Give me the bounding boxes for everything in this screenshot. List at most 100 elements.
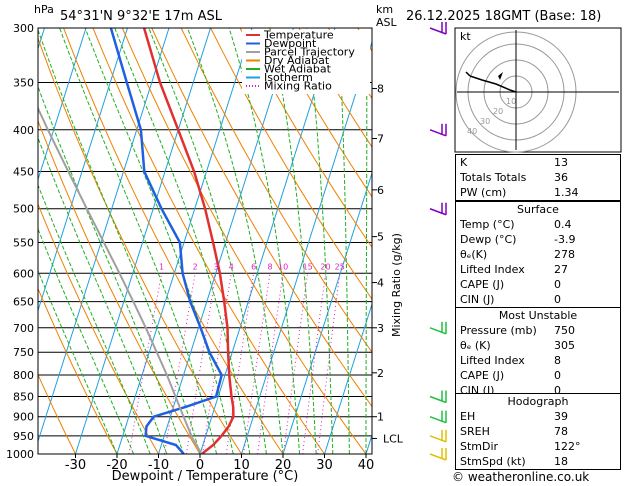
legend-entry-label: Temperature <box>263 29 334 42</box>
pressure-tick-label: 900 <box>13 411 34 424</box>
copyright-footer: © weatheronline.co.uk <box>452 470 590 484</box>
mu-row: CAPE (J) 0 <box>460 369 561 382</box>
plot-frame <box>37 27 373 455</box>
surface-row: Lifted Index 27 <box>460 263 568 276</box>
mu-row: Pressure (mb) 750 <box>460 324 575 337</box>
dry-adiabat-line <box>269 28 372 198</box>
mixing-ratio-label: 3 <box>213 262 218 271</box>
pressure-tick-label: 700 <box>13 322 34 335</box>
hodo-row: StmSpd (kt) 18 <box>460 455 568 468</box>
hodograph-ring-label: 40 <box>467 127 477 136</box>
x-axis-label: Dewpoint / Temperature (°C) <box>112 469 299 484</box>
wind-barb-shaft <box>429 416 447 424</box>
hodograph-trace <box>469 75 517 93</box>
wet-adiabat-line <box>38 183 151 454</box>
wet-adiabat-line <box>38 136 168 454</box>
index-row-k: K 13 <box>460 156 568 169</box>
isotherm-line <box>241 40 372 454</box>
x-tick-label: -10 <box>148 458 169 473</box>
hodograph-unit-label: kt <box>460 30 471 43</box>
dry-adiabat-line <box>210 28 372 300</box>
legend-entry-label: Dewpoint <box>264 37 317 50</box>
hodograph-ring-label: 20 <box>493 107 503 116</box>
dry-adiabat-line <box>92 28 325 454</box>
mixing-ratio-line <box>302 273 326 454</box>
km-tick-label: 5 <box>377 231 384 244</box>
km-tick-label: 4 <box>377 277 384 290</box>
temperature-series-line <box>142 28 235 454</box>
hpa-label: hPa <box>34 3 54 16</box>
km-label: km <box>376 3 393 16</box>
hodograph-ring-label: 30 <box>480 117 490 126</box>
parcel-trajectory-series-line <box>38 106 203 454</box>
isotherm-line <box>75 28 211 454</box>
legend-entry-label: Parcel Trajectory <box>264 46 355 59</box>
wet-adiabat-line <box>38 85 184 454</box>
hodograph-ring-label: 10 <box>506 97 516 106</box>
surface-title: Surface <box>517 203 559 216</box>
isotherm-line <box>0 28 3 454</box>
surface-row: Dewp (°C) -3.9 <box>460 233 576 246</box>
mixing-ratio-label: 2 <box>193 262 198 271</box>
mixing-ratio-line <box>163 273 196 454</box>
wet-adiabat-line <box>38 28 201 454</box>
mixing-ratio-label: 8 <box>267 262 272 271</box>
wet-adiabat-line <box>306 28 334 454</box>
indices-table: K 13 Totals Totals 36 PW (cm) 1.34 <box>455 154 621 201</box>
isotherm-line <box>38 28 170 444</box>
wind-barb-shaft <box>429 208 447 216</box>
wet-adiabat-line <box>365 28 368 454</box>
wind-barb-shaft <box>429 435 447 443</box>
hodograph-table: Hodograph EH 39 SREH 78 StmDir 122° StmSpd … <box>455 393 621 470</box>
wet-adiabat-line <box>269 28 317 454</box>
x-tick-label: 10 <box>233 458 250 473</box>
location-title: 54°31'N 9°32'E 17m ASL <box>60 9 223 24</box>
dry-adiabat-line <box>38 373 76 454</box>
storm-motion-arrow <box>498 72 503 80</box>
legend-entry-label: Isotherm <box>264 71 313 84</box>
pressure-tick-label: 1000 <box>6 448 34 461</box>
hodo-row: StmDir 122° <box>460 440 581 453</box>
mixing-ratio-line <box>185 273 217 454</box>
mixing-ratio-line <box>202 273 232 454</box>
pressure-tick-label: 550 <box>13 236 34 249</box>
km-tick-label: 7 <box>377 133 384 146</box>
dry-adiabat-line <box>38 287 118 454</box>
most-unstable-title: Most Unstable <box>498 309 578 322</box>
legend-entry-label: Mixing Ratio <box>264 80 332 93</box>
hodo-row: EH 39 <box>460 410 568 423</box>
mixing-ratio-label: 15 <box>302 262 312 271</box>
mixing-ratio-axis-label: Mixing Ratio (g/kg) <box>390 233 403 337</box>
index-row-totals: Totals Totals 36 <box>460 171 568 184</box>
x-tick-label: 20 <box>275 458 292 473</box>
isotherm-line <box>282 171 372 454</box>
x-tick-label: -30 <box>65 458 86 473</box>
isotherm-line <box>324 302 372 454</box>
mixing-ratio-line <box>128 273 163 454</box>
index-row-pw: PW (cm) 1.34 <box>460 186 579 199</box>
mixing-ratio-label: 20 <box>320 262 330 271</box>
km-tick-label: 2 <box>377 367 384 380</box>
surface-row: θₑ(K) 278 <box>460 248 575 261</box>
mixing-ratio-label: 4 <box>229 262 234 271</box>
surface-row: CIN (J) 0 <box>460 293 561 306</box>
mixing-ratio-label: 25 <box>335 262 345 271</box>
pressure-tick-label: 800 <box>13 369 34 382</box>
km-tick-label: 3 <box>377 322 384 335</box>
mu-row: Lifted Index 8 <box>460 354 561 367</box>
surface-table: Surface Temp (°C) 0.4 Dewp (°C) -3.9 θₑ(K)… <box>455 201 621 308</box>
mixing-ratio-label: 10 <box>278 262 288 271</box>
wet-adiabat-line <box>59 28 218 454</box>
dry-adiabat-line <box>239 28 372 249</box>
pressure-tick-label: 950 <box>13 430 34 443</box>
datetime-title: 26.12.2025 18GMT (Base: 18) <box>406 9 601 24</box>
km-tick-label: 6 <box>377 184 384 197</box>
wet-adiabat-line <box>148 28 267 454</box>
legend-entry-label: Wet Adiabat <box>264 63 332 76</box>
km-tick-label: LCL <box>383 432 404 445</box>
wind-barb-shaft <box>429 453 447 461</box>
most-unstable-table: Most Unstable Pressure (mb) 750 θₑ (K) 305… <box>455 307 621 399</box>
